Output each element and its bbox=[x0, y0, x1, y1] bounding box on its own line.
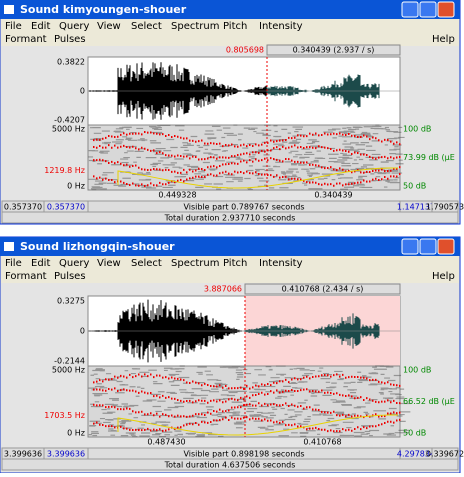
menu-item[interactable]: Select bbox=[131, 258, 162, 269]
time-cell-label: 3.399636 bbox=[47, 450, 85, 459]
menu-item[interactable]: Intensity bbox=[259, 258, 303, 269]
window-title: Sound kimyoungen-shouer bbox=[20, 3, 187, 16]
minimize-button[interactable] bbox=[401, 1, 419, 18]
menu-item[interactable]: File bbox=[5, 21, 22, 32]
db-label: 50 dB bbox=[403, 182, 426, 191]
menu-item[interactable]: Query bbox=[59, 258, 89, 269]
maximize-button[interactable] bbox=[419, 1, 437, 18]
menu-item[interactable]: Pitch bbox=[223, 21, 247, 32]
frequency-label: 0 Hz bbox=[67, 429, 85, 438]
menu-item[interactable]: Help bbox=[432, 271, 455, 282]
amplitude-label: 0.3822 bbox=[57, 58, 85, 67]
total-cell[interactable] bbox=[1, 211, 459, 224]
menu-item[interactable]: Intensity bbox=[259, 21, 303, 32]
minimize-button[interactable] bbox=[401, 238, 419, 255]
db-label: 66.52 dB (µE bbox=[403, 397, 455, 406]
time-cell-label: 1.147137 bbox=[397, 203, 435, 212]
db-label: 100 dB bbox=[403, 366, 431, 375]
menu-item[interactable]: Pulses bbox=[54, 34, 86, 45]
db-label: 73.99 dB (µE bbox=[403, 153, 455, 162]
frequency-label: 5000 Hz bbox=[52, 125, 85, 134]
menu-item[interactable]: Spectrum bbox=[171, 21, 219, 32]
spectrogram-area bbox=[87, 124, 401, 191]
amplitude-label: 0 bbox=[80, 327, 85, 336]
frequency-label: 0 Hz bbox=[67, 182, 85, 191]
amplitude-label: 0.3275 bbox=[57, 297, 85, 306]
menu-item[interactable]: View bbox=[97, 258, 121, 269]
frequency-label: 1219.8 Hz bbox=[44, 166, 85, 175]
cursor-time: 3.887066 bbox=[204, 285, 242, 294]
title-icon bbox=[4, 242, 14, 251]
time-cell-label: 0.357370 bbox=[47, 203, 85, 212]
menu-item[interactable]: Pulses bbox=[54, 271, 86, 282]
menu-item[interactable]: File bbox=[5, 258, 22, 269]
time-cell-label: 1.790573 bbox=[426, 203, 464, 212]
total-duration: Total duration 2.937710 seconds bbox=[164, 214, 296, 223]
selection-box bbox=[266, 44, 401, 56]
time-cell-label: 0.357370 bbox=[4, 203, 42, 212]
menu-item[interactable]: Formant bbox=[5, 271, 47, 282]
window-title: Sound lizhongqin-shouer bbox=[20, 240, 175, 253]
selection-duration: 0.340439 (2.937 / s) bbox=[293, 46, 375, 55]
title-bar bbox=[0, 237, 460, 256]
time-cell-label: 3.399636 bbox=[4, 450, 42, 459]
title-bar bbox=[0, 0, 460, 19]
intensity-curve bbox=[117, 167, 399, 189]
menu-item[interactable]: Select bbox=[131, 21, 162, 32]
amplitude-label: 0 bbox=[80, 87, 85, 96]
close-button[interactable] bbox=[437, 238, 455, 255]
menu-item[interactable]: View bbox=[97, 21, 121, 32]
amplitude-label: -0.4207 bbox=[54, 116, 85, 125]
spectrogram-texture bbox=[88, 124, 405, 191]
selection-duration: 0.410768 (2.434 / s) bbox=[282, 285, 364, 294]
menu-item[interactable]: Query bbox=[59, 21, 89, 32]
db-label: 50 dB bbox=[403, 429, 426, 438]
menu-item[interactable]: Pitch bbox=[223, 258, 247, 269]
total-cell[interactable] bbox=[1, 458, 459, 471]
time-label: 0.449328 bbox=[158, 191, 196, 200]
cursor-time: 0.805698 bbox=[226, 46, 264, 55]
formant-track bbox=[93, 170, 401, 187]
db-label: 100 dB bbox=[403, 125, 431, 134]
close-button[interactable] bbox=[437, 1, 455, 18]
intensity-curve bbox=[117, 414, 399, 436]
menu-item[interactable]: Edit bbox=[31, 21, 50, 32]
menu-item[interactable]: Spectrum bbox=[171, 258, 219, 269]
frequency-label: 5000 Hz bbox=[52, 366, 85, 375]
formant-track bbox=[93, 416, 401, 433]
time-cell-label: 0.339672 bbox=[426, 450, 464, 459]
time-cell-label: Visible part 0.789767 seconds bbox=[183, 203, 304, 212]
formant-track bbox=[93, 387, 401, 405]
time-cell-label: 4.297834 bbox=[397, 450, 435, 459]
time-label: 0.340439 bbox=[314, 191, 352, 200]
formant-track bbox=[93, 373, 401, 390]
menu-item[interactable]: Edit bbox=[31, 258, 50, 269]
formant-track bbox=[93, 131, 401, 148]
time-label: 0.410768 bbox=[303, 438, 341, 447]
formant-track bbox=[93, 402, 401, 419]
title-icon bbox=[4, 5, 14, 14]
frequency-label: 1703.5 Hz bbox=[44, 411, 85, 420]
maximize-button[interactable] bbox=[419, 238, 437, 255]
time-label: 0.487430 bbox=[147, 438, 185, 447]
selection-box bbox=[244, 283, 401, 295]
amplitude-label: -0.2144 bbox=[54, 357, 85, 366]
total-duration: Total duration 4.637506 seconds bbox=[164, 461, 296, 470]
window: Sound kimyoungen-shouer File Edit Query View… bbox=[0, 0, 464, 225]
menu-item[interactable]: Formant bbox=[5, 34, 47, 45]
window: Sound lizhongqin-shouer File Edit Query View… bbox=[0, 236, 464, 474]
formant-track bbox=[93, 157, 401, 174]
menu-item[interactable]: Help bbox=[432, 34, 455, 45]
time-cell-label: Visible part 0.898198 seconds bbox=[183, 450, 304, 459]
formant-track bbox=[93, 144, 401, 161]
